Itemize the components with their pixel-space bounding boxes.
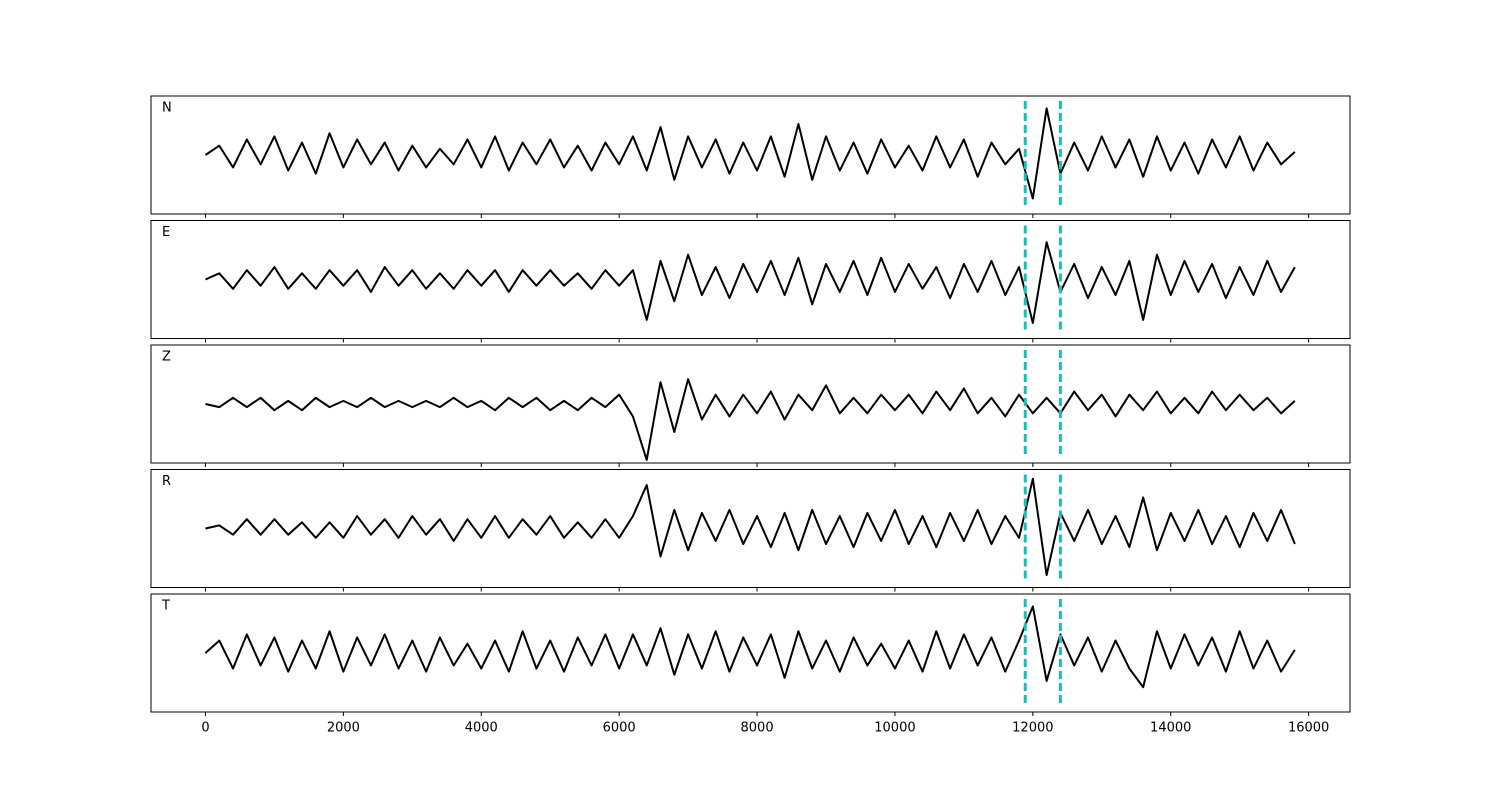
x-tick-label: 16000 — [1288, 721, 1329, 736]
trace — [205, 378, 1296, 461]
trace — [205, 477, 1296, 577]
x-tick-label: 8000 — [741, 721, 774, 736]
panel-label: Z — [162, 350, 171, 365]
x-tick-label: 0 — [201, 721, 209, 736]
x-tick-label: 6000 — [603, 721, 636, 736]
x-tick-label: 12000 — [1012, 721, 1053, 736]
panel-frame — [150, 344, 1351, 464]
x-tick-label: 4000 — [465, 721, 498, 736]
panel-label: R — [162, 474, 171, 489]
x-tick-label: 10000 — [874, 721, 915, 736]
trace — [204, 605, 1296, 689]
panel-frame — [150, 220, 1351, 339]
panel-frame — [150, 469, 1351, 588]
panel-label: T — [161, 599, 170, 614]
panel-label: N — [162, 101, 172, 116]
trace — [205, 241, 1296, 324]
panel-frame — [150, 95, 1351, 215]
x-tick-label: 2000 — [327, 721, 360, 736]
trace — [204, 107, 1296, 200]
panel-label: E — [162, 225, 170, 240]
panel-frame — [150, 593, 1351, 713]
x-tick-label: 14000 — [1150, 721, 1191, 736]
